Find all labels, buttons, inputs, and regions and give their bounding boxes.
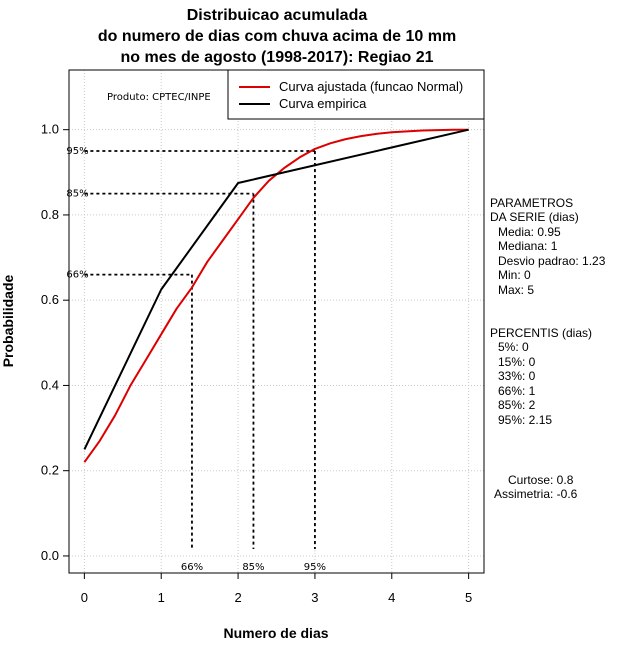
legend-box [227, 69, 485, 120]
x-tick-label: 5 [465, 590, 472, 605]
params-line: PARAMETROS [490, 196, 573, 210]
series-line-normal [83, 128, 469, 463]
grid [69, 70, 484, 573]
params-line: Mediana: 1 [498, 239, 558, 253]
x-axis: 0 1 2 3 4 5 [81, 573, 472, 605]
series [83, 128, 469, 463]
percentile-lines: 66% 66% 85% 85% 95% 95% [66, 146, 326, 573]
title-line-1: Distribuicao acumulada [187, 7, 368, 24]
x-tick-label: 4 [388, 590, 395, 605]
y-axis-title: Probabilidade [0, 275, 16, 368]
y-axis: 0.0 0.2 0.4 0.6 0.8 1.0 [41, 122, 69, 563]
product-label: Produto: CPTEC/INPE [107, 92, 211, 103]
params-line: DA SERIE (dias) [490, 210, 579, 224]
params-line: Min: 0 [498, 268, 531, 282]
params-line: Max: 5 [498, 283, 534, 297]
percentile-label-y: 95% [66, 146, 88, 157]
x-axis-title: Numero de dias [223, 625, 328, 641]
params-line: Media: 0.95 [498, 225, 561, 239]
percentile-label-x: 85% [242, 562, 264, 573]
x-tick-label: 3 [311, 590, 318, 605]
assimetria-label: Assimetria: -0.6 [494, 487, 578, 501]
y-tick-label: 0.8 [41, 207, 59, 222]
percentis-line: 95%: 2.15 [498, 413, 552, 427]
legend-label-normal: Curva ajustada (funcao Normal) [279, 79, 463, 94]
title-line-3: no mes de agosto (1998-2017): Regiao 21 [121, 49, 434, 66]
percentile-label-x: 66% [181, 562, 203, 573]
chart-title: Distribuicao acumulada do numero de dias… [98, 7, 456, 66]
percentile-label-x: 95% [304, 562, 326, 573]
legend: Curva ajustada (funcao Normal) Curva emp… [227, 69, 485, 120]
params-line: Desvio padrao: 1.23 [498, 254, 606, 268]
legend-label-empirical: Curva empirica [279, 96, 367, 111]
curtose-label: Curtose: 0.8 [508, 473, 574, 487]
series-line-empirical [83, 128, 469, 450]
params-panel: PARAMETROS DA SERIE (dias) Media: 0.95 M… [490, 196, 606, 297]
percentis-line: 33%: 0 [498, 369, 536, 383]
percentile-label-y: 66% [66, 270, 88, 281]
title-line-2: do numero de dias com chuva acima de 10 … [98, 28, 456, 45]
y-tick-label: 1.0 [41, 122, 59, 137]
y-tick-label: 0.2 [41, 463, 59, 478]
plot-frame [68, 69, 485, 574]
x-tick-label: 0 [81, 590, 88, 605]
percentis-line: PERCENTIS (dias) [490, 326, 592, 340]
percentis-panel: PERCENTIS (dias) 5%: 0 15%: 0 33%: 0 66%… [490, 326, 592, 427]
y-tick-label: 0.0 [41, 548, 59, 563]
percentile-label-y: 85% [66, 189, 88, 200]
y-tick-label: 0.4 [41, 377, 59, 392]
percentis-line: 66%: 1 [498, 384, 536, 398]
x-tick-label: 2 [234, 590, 241, 605]
y-tick-label: 0.6 [41, 292, 59, 307]
percentis-line: 15%: 0 [498, 355, 536, 369]
x-tick-label: 1 [158, 590, 165, 605]
percentis-line: 85%: 2 [498, 398, 536, 412]
percentis-line: 5%: 0 [498, 340, 529, 354]
